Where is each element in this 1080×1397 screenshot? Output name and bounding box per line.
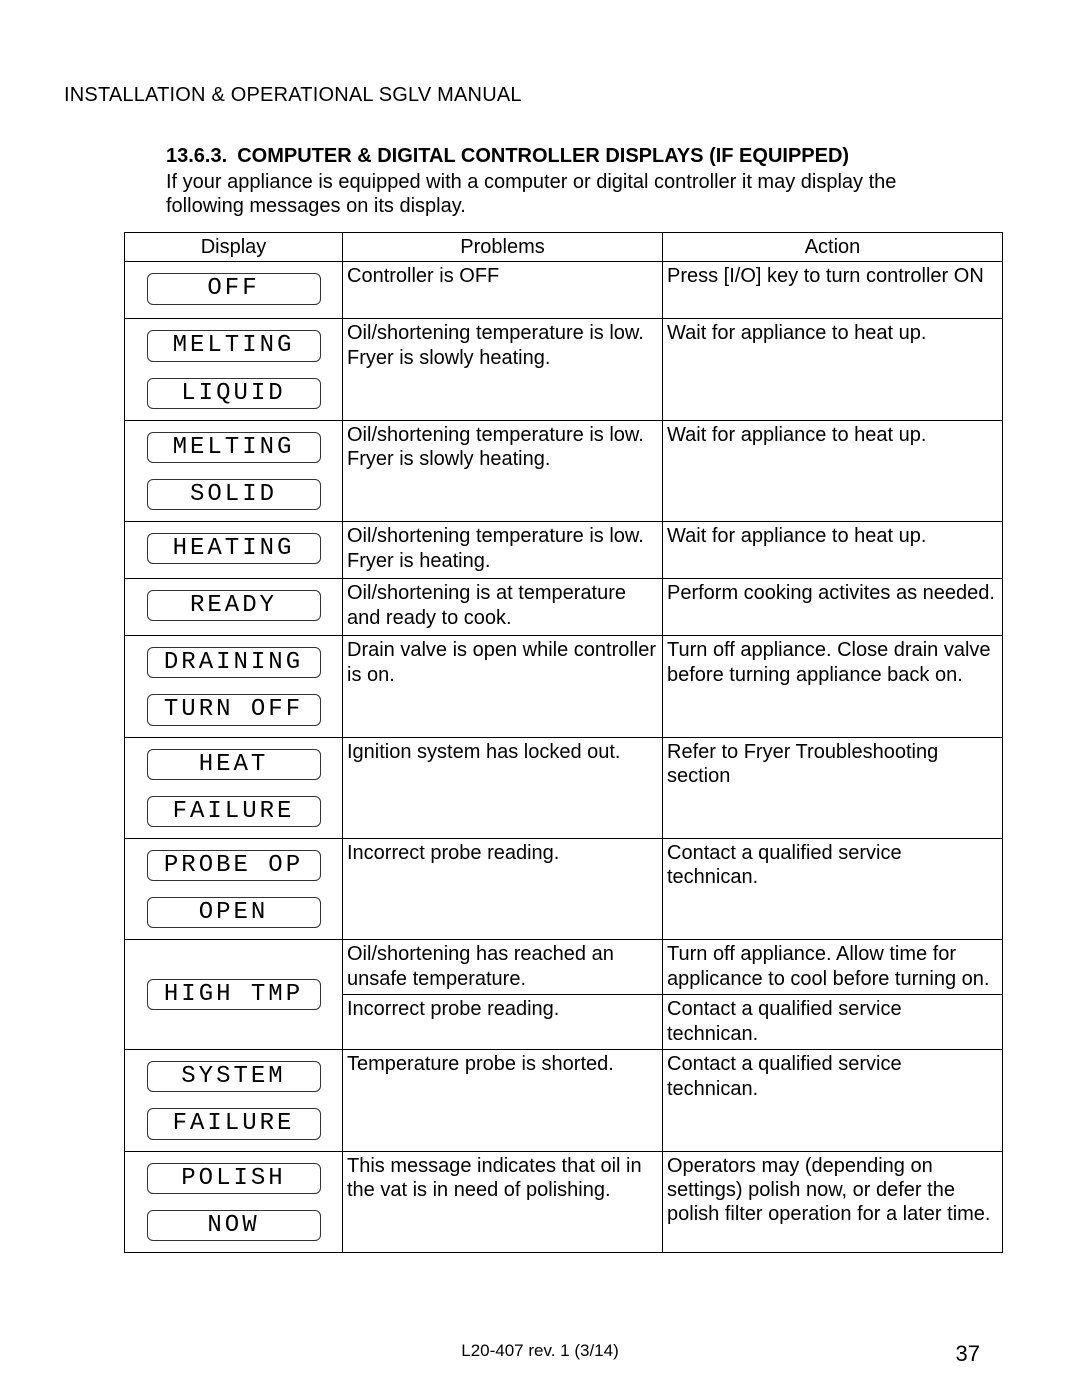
lcd-stack: HIGH TMP — [131, 974, 336, 1015]
action-cell: Contact a qualified service technican. — [663, 1050, 1003, 1151]
display-cell: OFF — [125, 262, 343, 319]
table-row: OFF Controller is OFFPress [I/O] key to t… — [125, 262, 1003, 319]
lcd-display: FAILURE — [147, 796, 321, 827]
lcd-display: NOW — [147, 1210, 321, 1241]
display-cell: DRAINING TURN OFF — [125, 636, 343, 737]
display-cell: READY — [125, 579, 343, 636]
problem-cell: Controller is OFF — [343, 262, 663, 319]
table-row: HEATING Oil/shortening temperature is low… — [125, 522, 1003, 579]
action-cell: Refer to Fryer Troubleshooting section — [663, 737, 1003, 838]
action-cell: Press [I/O] key to turn controller ON — [663, 262, 1003, 319]
problem-cell: Oil/shortening has reached an unsafe tem… — [343, 940, 663, 995]
lcd-display: READY — [147, 590, 321, 621]
problem-cell: Oil/shortening temperature is low. Fryer… — [343, 522, 663, 579]
table-row: SYSTEM FAILURE Temperature probe is shorte… — [125, 1050, 1003, 1151]
action-cell: Wait for appliance to heat up. — [663, 319, 1003, 420]
section-number: 13.6.3. — [166, 145, 227, 167]
lcd-display: PROBE OP — [147, 850, 321, 881]
lcd-display: MELTING — [147, 330, 321, 361]
lcd-display: DRAINING — [147, 647, 321, 678]
lcd-stack: DRAINING TURN OFF — [131, 642, 336, 730]
lcd-display: OFF — [147, 273, 321, 304]
table-row: PROBE OP OPEN Incorrect probe reading.Cont… — [125, 838, 1003, 939]
lcd-stack: MELTING SOLID — [131, 427, 336, 515]
col-problems: Problems — [343, 233, 663, 262]
col-action: Action — [663, 233, 1003, 262]
lcd-display: TURN OFF — [147, 694, 321, 725]
lcd-display: OPEN — [147, 897, 321, 928]
section-title-text: COMPUTER & DIGITAL CONTROLLER DISPLAYS (… — [237, 145, 849, 167]
action-cell: Wait for appliance to heat up. — [663, 522, 1003, 579]
col-display: Display — [125, 233, 343, 262]
lcd-display: SOLID — [147, 479, 321, 510]
display-cell: POLISH NOW — [125, 1151, 343, 1252]
action-cell: Turn off appliance. Close drain valve be… — [663, 636, 1003, 737]
table-row: MELTING LIQUID Oil/shortening temperature … — [125, 319, 1003, 420]
section-heading-block: 13.6.3. COMPUTER & DIGITAL CONTROLLER DI… — [166, 145, 956, 218]
display-cell: HEATING — [125, 522, 343, 579]
lcd-display: HEAT — [147, 749, 321, 780]
problem-cell: Temperature probe is shorted. — [343, 1050, 663, 1151]
lcd-stack: MELTING LIQUID — [131, 325, 336, 413]
action-cell: Contact a qualified service technican. — [663, 995, 1003, 1050]
problem-cell: Oil/shortening temperature is low. Fryer… — [343, 420, 663, 521]
page-number: 37 — [956, 1341, 980, 1367]
table-row: POLISH NOW This message indicates that oil… — [125, 1151, 1003, 1252]
action-cell: Perform cooking activites as needed. — [663, 579, 1003, 636]
page-footer: L20-407 rev. 1 (3/14) — [0, 1341, 1080, 1361]
lcd-stack: PROBE OP OPEN — [131, 845, 336, 933]
lcd-stack: POLISH NOW — [131, 1158, 336, 1246]
action-cell: Operators may (depending on settings) po… — [663, 1151, 1003, 1252]
display-cell: PROBE OP OPEN — [125, 838, 343, 939]
lcd-display: HIGH TMP — [147, 979, 321, 1010]
problem-cell: Incorrect probe reading. — [343, 995, 663, 1050]
lcd-display: LIQUID — [147, 378, 321, 409]
table-row: HEAT FAILURE Ignition system has locked ou… — [125, 737, 1003, 838]
lcd-display: MELTING — [147, 432, 321, 463]
lcd-stack: OFF — [131, 268, 336, 309]
display-cell: SYSTEM FAILURE — [125, 1050, 343, 1151]
lcd-display: SYSTEM — [147, 1061, 321, 1092]
action-cell: Contact a qualified service technican. — [663, 838, 1003, 939]
lcd-display: HEATING — [147, 533, 321, 564]
action-cell: Turn off appliance. Allow time for appli… — [663, 940, 1003, 995]
table-header-row: Display Problems Action — [125, 233, 1003, 262]
display-cell: MELTING LIQUID — [125, 319, 343, 420]
lcd-stack: HEAT FAILURE — [131, 744, 336, 832]
display-cell: HEAT FAILURE — [125, 737, 343, 838]
lcd-stack: READY — [131, 585, 336, 626]
table-row: READY Oil/shortening is at temperature an… — [125, 579, 1003, 636]
table-row: DRAINING TURN OFF Drain valve is open whil… — [125, 636, 1003, 737]
display-cell: HIGH TMP — [125, 940, 343, 1050]
table-row: MELTING SOLID Oil/shortening temperature i… — [125, 420, 1003, 521]
controller-display-table: Display Problems Action OFF Controller is… — [124, 232, 1003, 1253]
lcd-display: FAILURE — [147, 1108, 321, 1139]
display-cell: MELTING SOLID — [125, 420, 343, 521]
page-header: INSTALLATION & OPERATIONAL SGLV MANUAL — [64, 84, 1016, 107]
lcd-stack: SYSTEM FAILURE — [131, 1056, 336, 1144]
problem-cell: Oil/shortening is at temperature and rea… — [343, 579, 663, 636]
problem-cell: Oil/shortening temperature is low. Fryer… — [343, 319, 663, 420]
lcd-display: POLISH — [147, 1163, 321, 1194]
problem-cell: Drain valve is open while controller is … — [343, 636, 663, 737]
table-body: OFF Controller is OFFPress [I/O] key to t… — [125, 262, 1003, 1253]
table-row: HIGH TMPOil/shortening has reached an un… — [125, 940, 1003, 995]
problem-cell: Ignition system has locked out. — [343, 737, 663, 838]
action-cell: Wait for appliance to heat up. — [663, 420, 1003, 521]
section-intro: If your appliance is equipped with a com… — [166, 170, 956, 218]
problem-cell: This message indicates that oil in the v… — [343, 1151, 663, 1252]
manual-page: INSTALLATION & OPERATIONAL SGLV MANUAL 1… — [0, 0, 1080, 1397]
lcd-stack: HEATING — [131, 528, 336, 569]
problem-cell: Incorrect probe reading. — [343, 838, 663, 939]
